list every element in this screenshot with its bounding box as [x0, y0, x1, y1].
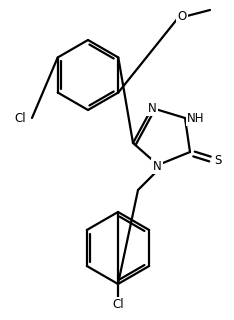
- Text: Cl: Cl: [14, 111, 26, 124]
- Text: O: O: [177, 10, 187, 22]
- Text: Cl: Cl: [112, 299, 124, 311]
- Text: S: S: [214, 154, 222, 166]
- Text: N: N: [148, 101, 156, 115]
- Text: N: N: [153, 159, 161, 172]
- Text: NH: NH: [187, 111, 205, 124]
